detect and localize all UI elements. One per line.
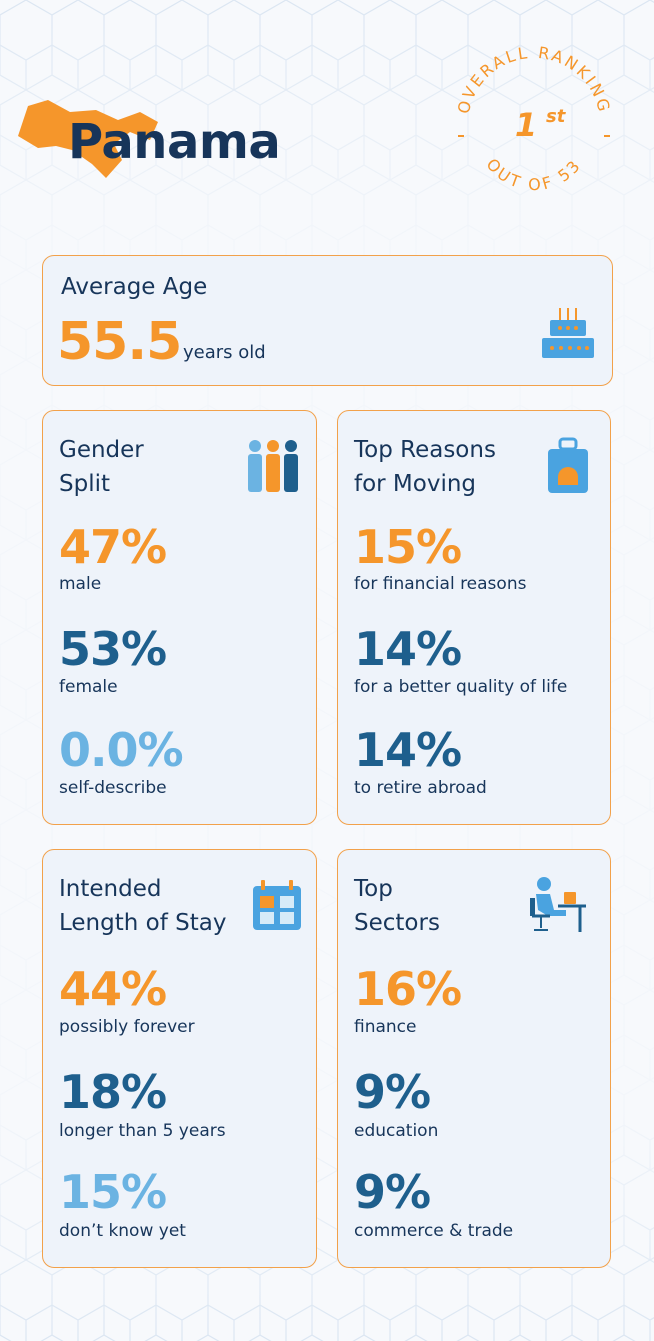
rank-suffix: st bbox=[546, 106, 567, 127]
reason-2-label: for a better quality of life bbox=[354, 677, 568, 697]
gender-split-title: Gender Split bbox=[59, 437, 144, 497]
stay-3-label: don’t know yet bbox=[59, 1221, 186, 1241]
people-group-icon bbox=[248, 440, 298, 492]
ranking-badge: OVERALL RANKING OUT OF 53 1 st bbox=[454, 43, 615, 195]
sector-3-label: commerce & trade bbox=[354, 1221, 514, 1241]
sector-1-value: 16% bbox=[354, 962, 462, 1016]
stay-3-value: 15% bbox=[59, 1165, 167, 1219]
gender-stat-3-value: 0.0% bbox=[59, 723, 184, 777]
sector-2-value: 9% bbox=[354, 1065, 431, 1119]
average-age-value: 55.5 bbox=[57, 312, 182, 372]
sector-1-label: finance bbox=[354, 1017, 417, 1037]
stay-2-label: longer than 5 years bbox=[59, 1121, 226, 1141]
out-of-label: OUT OF 53 bbox=[482, 155, 585, 195]
reason-1-value: 15% bbox=[354, 520, 462, 574]
reason-3-label: to retire abroad bbox=[354, 778, 487, 798]
birthday-cake-icon bbox=[542, 308, 594, 358]
average-age-unit: years old bbox=[183, 342, 266, 363]
average-age-title: Average Age bbox=[61, 274, 208, 300]
reason-3-value: 14% bbox=[354, 723, 462, 777]
stay-1-value: 44% bbox=[59, 962, 167, 1016]
sector-3-value: 9% bbox=[354, 1165, 431, 1219]
sector-2-label: education bbox=[354, 1121, 439, 1141]
gender-stat-3-label: self-describe bbox=[59, 778, 167, 798]
rank-value: 1 bbox=[515, 106, 537, 144]
ranking-label: OVERALL RANKING bbox=[454, 43, 615, 116]
country-title: Panama bbox=[68, 114, 281, 170]
stay-2-value: 18% bbox=[59, 1065, 167, 1119]
stay-1-label: possibly forever bbox=[59, 1017, 195, 1037]
gender-stat-2-label: female bbox=[59, 677, 118, 697]
gender-stat-2-value: 53% bbox=[59, 622, 167, 676]
average-age-card: Average Age 55.5 years old bbox=[42, 255, 613, 386]
gender-stat-1-label: male bbox=[59, 574, 102, 594]
reasons-card: Top Reasons for Moving 15% for financial … bbox=[337, 410, 611, 825]
suitcase-icon bbox=[548, 437, 588, 493]
gender-split-card: Gender Split 47% male 53% female 0.0% sel… bbox=[42, 410, 317, 825]
person-at-desk-icon bbox=[530, 877, 586, 932]
reason-1-label: for financial reasons bbox=[354, 574, 527, 594]
stay-card: Intended Length of Stay 44% possibly fore… bbox=[42, 849, 317, 1268]
reason-2-value: 14% bbox=[354, 622, 462, 676]
sectors-card: Top Sectors 16% finance 9% education 9% c… bbox=[337, 849, 611, 1268]
calendar-icon bbox=[253, 880, 301, 930]
stay-title: Intended Length of Stay bbox=[59, 876, 227, 936]
sectors-title: Top Sectors bbox=[354, 876, 440, 936]
reasons-title: Top Reasons for Moving bbox=[354, 437, 496, 497]
country-map-shape bbox=[18, 100, 158, 178]
gender-stat-1-value: 47% bbox=[59, 520, 167, 574]
